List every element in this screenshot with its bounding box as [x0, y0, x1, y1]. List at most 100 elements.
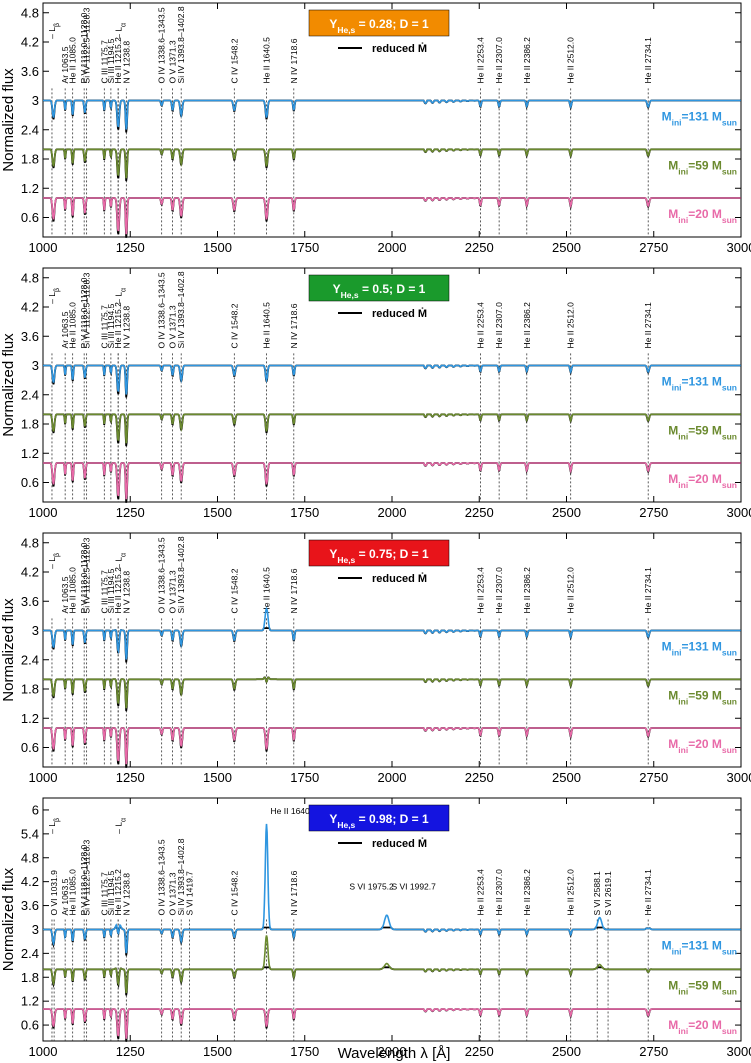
- y-tick-label: 2.4: [21, 946, 39, 961]
- y-tick-label: 4.2: [21, 874, 39, 889]
- line-id-label: N V 1238.8: [121, 873, 131, 916]
- x-tick-label: 3000: [727, 1044, 751, 1059]
- line-id-label: – Lα: [113, 553, 127, 569]
- series-label: Mini=59 Msun: [668, 978, 737, 996]
- line-id-label: He II 1215.2: [113, 567, 123, 614]
- spectrum-131-msun: [43, 99, 741, 130]
- line-id-label: Ar 1063.5: [60, 311, 70, 348]
- y-tick-label: 0.6: [21, 1018, 39, 1033]
- line-id-label: O V 1371.3: [168, 872, 178, 915]
- y-tick-label: 1.8: [21, 682, 39, 697]
- legend-label: reduced Ṁ: [372, 837, 427, 850]
- spectrum-59-msun: [43, 935, 741, 994]
- spectrum-20-msun: [43, 727, 741, 765]
- spectrum-131-msun: [43, 364, 741, 395]
- line-id-label: O VI 1031.9: [49, 870, 59, 916]
- legend-label: reduced Ṁ: [372, 307, 427, 320]
- spectrum-131-msun: [43, 606, 741, 660]
- panel-4: Normalized flux 0.6 1.2 1.8 2.4 3 3.6 4.2 4.8 5.4…: [0, 797, 751, 1059]
- line-id-label: C III 1175.7: [99, 872, 109, 916]
- y-axis-label: Normalized flux: [0, 333, 17, 437]
- spectrum-reduced-mdot: [43, 627, 741, 663]
- line-id-label: He II 1215.2: [113, 302, 123, 349]
- x-tick-label: 1250: [116, 770, 145, 785]
- x-axis-label: Wavelength λ [Å]: [338, 1045, 451, 1062]
- panel-1: Normalized flux 0.6 1.2 1.8 2.4 3 3.6 4.2 4.8 100…: [0, 2, 751, 255]
- line-id-label: N V 1238.8: [121, 41, 131, 84]
- line-id-label: Ar 1063.5: [60, 46, 70, 83]
- line-id-label: He II 2512.0: [566, 37, 576, 84]
- series-label: Mini=59 Msun: [668, 688, 737, 706]
- x-tick-label: 2750: [639, 505, 668, 520]
- line-id-label: C IV 1548.2: [229, 303, 239, 348]
- x-tick-label: 2250: [465, 770, 494, 785]
- line-id-label: O IV 1338.6–1343.5: [157, 7, 167, 83]
- y-tick-label: 2.4: [21, 122, 39, 137]
- parameter-badge: [308, 9, 450, 37]
- line-id-label: Si III 1194.5: [106, 871, 116, 916]
- y-tick-label: 4.2: [21, 565, 39, 580]
- line-id-label: – Lβ: [47, 288, 61, 304]
- line-id-label: N V 1238.8: [121, 306, 131, 349]
- plot-frame: [42, 2, 742, 238]
- x-tick-label: 2500: [552, 1044, 581, 1059]
- line-id-label: C IV 1548.2: [229, 38, 239, 83]
- x-tick-label: 1250: [116, 1044, 145, 1059]
- spectrum-reduced-mdot: [43, 148, 741, 182]
- spectrum-59-msun: [43, 413, 741, 444]
- series-label: Mini=131 Msun: [662, 938, 737, 956]
- line-id-label: He II 2386.2: [522, 869, 532, 916]
- x-tick-label: 3000: [727, 770, 751, 785]
- y-tick-label: 1.2: [21, 446, 39, 461]
- line-id-label: He II 2386.2: [522, 567, 532, 614]
- series-label: Mini=59 Msun: [668, 158, 737, 176]
- line-id-label: N IV 1718.6: [289, 568, 299, 613]
- y-tick-label: 2.4: [21, 652, 39, 667]
- line-id-label: He II 2253.4: [475, 567, 485, 614]
- series-label: Mini=20 Msun: [668, 737, 737, 755]
- line-id-label: Si IV 1122.5–1128.3: [82, 839, 92, 915]
- x-tick-label: 3000: [727, 505, 751, 520]
- spectrum-59-msun: [43, 676, 741, 709]
- line-id-label: C IV 1548.2: [229, 568, 239, 613]
- spectrum-reduced-mdot: [43, 926, 741, 956]
- y-tick-label: 2.4: [21, 387, 39, 402]
- y-tick-label: 4.8: [21, 5, 39, 20]
- line-id-label: Si IV 1393.8–1402.8: [176, 536, 186, 613]
- spectrum-20-msun: [43, 1008, 741, 1039]
- line-id-label: He II 2307.0: [494, 302, 504, 349]
- y-tick-label: 3.6: [21, 594, 39, 609]
- y-tick-label: 1.2: [21, 181, 39, 196]
- line-id-label: He II 1640.5: [262, 567, 272, 614]
- series-label: Mini=131 Msun: [662, 110, 737, 128]
- line-id-label: O IV 1338.6–1343.5: [157, 272, 167, 348]
- x-tick-label: 2000: [378, 770, 407, 785]
- line-id-label: N IV 1718.6: [289, 303, 299, 348]
- plot-frame: [42, 532, 742, 768]
- y-tick-label: 3: [32, 93, 39, 108]
- line-id-label: He II 2307.0: [494, 567, 504, 614]
- line-id-label: Si IV 1122.5–1128.3: [82, 272, 92, 348]
- x-tick-label: 1000: [29, 770, 58, 785]
- line-id-label: He II 1085.0: [68, 37, 78, 84]
- y-tick-label: 3: [32, 623, 39, 638]
- line-id-label: P V 1118.0–1128.0: [79, 845, 89, 916]
- y-axis-label: Normalized flux: [0, 867, 17, 971]
- plot-frame: [42, 267, 742, 503]
- spectrum-reduced-mdot: [43, 99, 741, 133]
- x-tick-label: 3000: [727, 240, 751, 255]
- series-label: Mini=20 Msun: [668, 1018, 737, 1036]
- line-id-label: N IV 1718.6: [289, 38, 299, 83]
- y-tick-label: 1.2: [21, 994, 39, 1009]
- parameter-badge: [308, 539, 450, 567]
- legend-label: reduced Ṁ: [372, 42, 427, 55]
- parameter-badge: [308, 274, 450, 302]
- y-tick-label: 1.8: [21, 417, 39, 432]
- y-tick-label: 3.6: [21, 898, 39, 913]
- line-id-label: Si IV 1393.8–1402.8: [176, 838, 186, 915]
- line-id-label: He II 2512.0: [566, 302, 576, 349]
- line-id-label: Si III 1194.5: [106, 568, 116, 613]
- line-id-label: He II 2253.4: [475, 869, 485, 916]
- line-id-label: He II 2512.0: [566, 869, 576, 916]
- line-id-label: He II 2253.4: [475, 37, 485, 84]
